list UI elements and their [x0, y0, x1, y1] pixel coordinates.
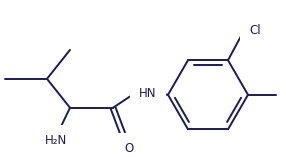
Text: H₂N: H₂N — [45, 134, 67, 147]
Text: Cl: Cl — [249, 24, 261, 37]
Text: HN: HN — [139, 87, 157, 100]
Text: O: O — [124, 142, 134, 155]
